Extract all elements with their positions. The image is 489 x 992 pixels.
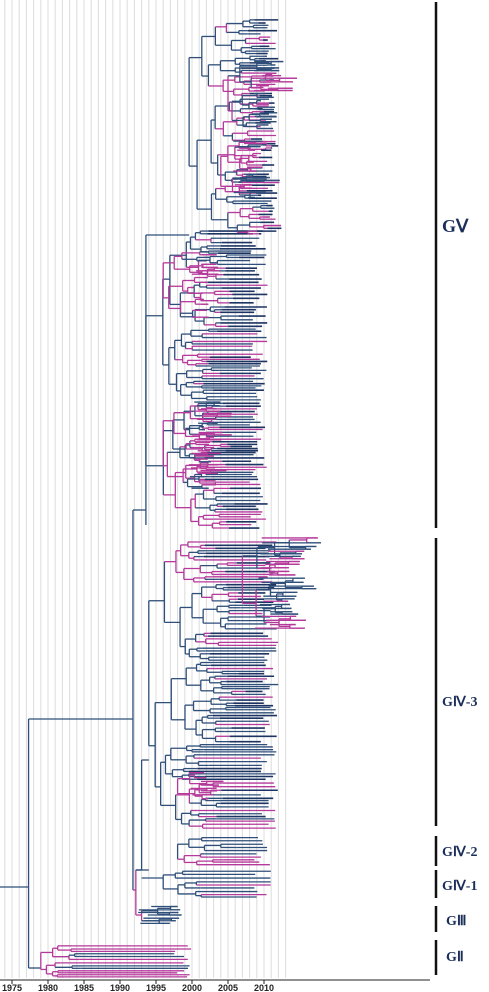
axis-tick-label-2005: 2005 xyxy=(218,983,238,992)
axis-tick-label-1975: 1975 xyxy=(2,983,22,992)
axis-tick-label-1990: 1990 xyxy=(110,983,130,992)
time-axis: 197019751980198519901995200020052010 xyxy=(0,979,430,992)
clade-label-gii: GⅡ xyxy=(446,950,464,965)
axis-tick-label-2000: 2000 xyxy=(182,983,202,992)
axis-tick-label-1995: 1995 xyxy=(146,983,166,992)
clade-brackets: GⅤ GⅣ-3 GⅣ-2 GⅣ-1 GⅢ GⅡ xyxy=(434,2,477,975)
clade-label-giv3: GⅣ-3 xyxy=(442,695,477,710)
axis-tick-label-1980: 1980 xyxy=(38,983,58,992)
year-gridlines xyxy=(4,0,287,978)
clade-label-giii: GⅢ xyxy=(446,914,467,929)
tree-branches xyxy=(0,19,321,978)
clade-label-gv: GⅤ xyxy=(442,216,469,236)
clade-label-giv1: GⅣ-1 xyxy=(442,879,477,894)
axis-tick-label-1985: 1985 xyxy=(74,983,94,992)
clade-label-giv2: GⅣ-2 xyxy=(442,845,477,860)
axis-tick-label-2010: 2010 xyxy=(254,983,274,992)
